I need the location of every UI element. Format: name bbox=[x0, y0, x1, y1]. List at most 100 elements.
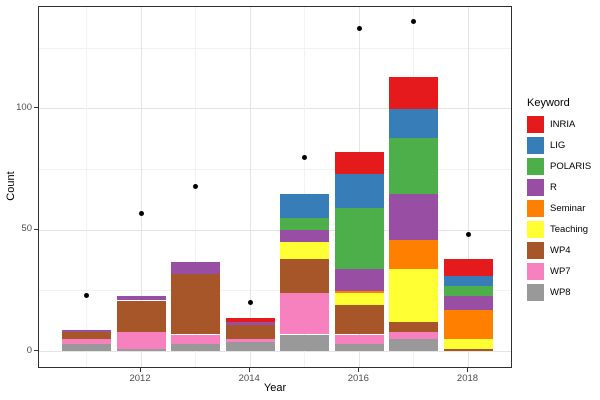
legend-item-teaching: Teaching bbox=[527, 221, 599, 238]
gridline-major-horizontal bbox=[39, 229, 511, 231]
bar-segment-r-2018 bbox=[443, 295, 493, 311]
bar-segment-inria-2017 bbox=[389, 77, 439, 109]
legend-swatch-wp4-icon bbox=[527, 242, 544, 259]
bar-segment-seminar-2018 bbox=[443, 310, 493, 340]
bar-segment-wp8-2011 bbox=[62, 344, 111, 352]
x-tick-mark bbox=[357, 368, 359, 372]
bar-segment-teaching-2015 bbox=[280, 242, 330, 260]
legend-label: WP7 bbox=[550, 266, 571, 277]
bar-segment-teaching-2016 bbox=[334, 293, 384, 306]
gridline-minor-vertical bbox=[304, 7, 306, 367]
x-tick-label: 2012 bbox=[129, 373, 151, 384]
legend-swatch-seminar-icon bbox=[527, 200, 544, 217]
legend-swatch-lig-icon bbox=[527, 137, 544, 154]
bar-segment-wp8-2012 bbox=[116, 349, 166, 352]
bar-segment-wp4-2015 bbox=[280, 259, 330, 294]
legend-item-seminar: Seminar bbox=[527, 200, 599, 217]
bar-segment-wp4-2013 bbox=[171, 273, 221, 335]
bar-segment-wp8-2017 bbox=[389, 339, 439, 352]
bar-segment-polaris-2015 bbox=[280, 217, 330, 231]
bar-segment-inria-2016 bbox=[334, 152, 384, 175]
legend-title: Keyword bbox=[527, 97, 570, 109]
bar-segment-r-2011 bbox=[62, 329, 111, 333]
gridline-major-horizontal bbox=[39, 351, 511, 352]
legend-item-wp8: WP8 bbox=[527, 284, 599, 301]
legend-label: LIG bbox=[550, 140, 566, 151]
bar-segment-wp4-2017 bbox=[389, 322, 439, 333]
legend-swatch-wp7-icon bbox=[527, 263, 544, 280]
legend-swatch-teaching-icon bbox=[527, 221, 544, 238]
gridline-minor-horizontal bbox=[39, 290, 511, 292]
bar-segment-wp7-2016 bbox=[334, 334, 384, 345]
gridline-major-vertical bbox=[467, 7, 469, 367]
gridline-major-vertical bbox=[140, 7, 142, 367]
bar-segment-wp4-2016 bbox=[334, 305, 384, 335]
data-point-2016 bbox=[356, 26, 362, 32]
bar-segment-lig-2017 bbox=[389, 108, 439, 138]
x-tick-mark bbox=[466, 368, 468, 372]
legend-item-r: R bbox=[527, 179, 599, 196]
gridline-major-vertical bbox=[249, 7, 251, 367]
legend-items: INRIA LIG POLARIS R Seminar Teaching WP4 WP7 WP8 bbox=[527, 116, 599, 301]
legend-label: R bbox=[550, 182, 557, 193]
bar-segment-polaris-2016 bbox=[334, 208, 384, 269]
data-point-2011 bbox=[84, 293, 89, 299]
legend-label: POLARIS bbox=[550, 161, 592, 172]
bar-segment-wp8-2016 bbox=[334, 344, 384, 352]
bar-segment-r-2014 bbox=[225, 322, 275, 325]
bar-segment-lig-2016 bbox=[334, 174, 384, 209]
bar-segment-seminar-2016 bbox=[334, 290, 384, 294]
data-point-2017 bbox=[411, 18, 417, 24]
gridline-minor-vertical bbox=[86, 7, 87, 367]
y-tick-label: 0 bbox=[26, 344, 32, 356]
x-axis-title: Year bbox=[263, 382, 287, 394]
legend-label: WP8 bbox=[550, 287, 571, 298]
legend-item-polaris: POLARIS bbox=[527, 158, 599, 175]
bar-segment-polaris-2017 bbox=[389, 137, 439, 194]
bar-segment-wp7-2014 bbox=[225, 339, 275, 342]
legend-item-inria: INRIA bbox=[527, 116, 599, 133]
legend-swatch-polaris-icon bbox=[527, 158, 544, 175]
legend-swatch-r-icon bbox=[527, 179, 544, 196]
bar-segment-r-2012 bbox=[116, 295, 166, 301]
bar-segment-wp4-2014 bbox=[225, 324, 275, 340]
bar-segment-inria-2014 bbox=[225, 317, 275, 323]
bar-segment-r-2015 bbox=[280, 230, 330, 243]
data-point-2018 bbox=[465, 232, 471, 238]
legend-label: Seminar bbox=[550, 203, 586, 214]
bar-segment-teaching-2018 bbox=[443, 339, 493, 350]
bar-segment-r-2016 bbox=[334, 268, 384, 291]
bar-segment-inria-2018 bbox=[443, 259, 493, 277]
y-tick-label: 100 bbox=[16, 101, 32, 113]
bar-segment-wp7-2012 bbox=[116, 332, 166, 350]
bar-segment-lig-2015 bbox=[280, 193, 330, 218]
plot-panel bbox=[38, 6, 512, 368]
x-tick-label: 2018 bbox=[456, 373, 479, 384]
bar-segment-r-2017 bbox=[389, 193, 439, 240]
bar-segment-wp4-2011 bbox=[62, 332, 111, 340]
legend-swatch-inria-icon bbox=[527, 116, 544, 133]
bar-segment-wp7-2013 bbox=[171, 334, 221, 345]
y-axis-title: Count bbox=[5, 171, 17, 201]
data-point-2013 bbox=[193, 183, 199, 189]
bar-segment-wp7-2015 bbox=[280, 293, 330, 335]
data-point-2012 bbox=[138, 210, 144, 216]
legend-label: Teaching bbox=[550, 224, 589, 235]
bar-segment-wp8-2014 bbox=[225, 341, 275, 352]
legend-label: INRIA bbox=[550, 119, 576, 130]
legend-item-lig: LIG bbox=[527, 137, 599, 154]
data-point-2015 bbox=[302, 154, 308, 160]
bar-segment-seminar-2017 bbox=[389, 239, 439, 269]
bar-segment-teaching-2017 bbox=[389, 268, 439, 323]
gridline-minor-horizontal bbox=[39, 47, 511, 49]
bar-segment-r-2013 bbox=[171, 261, 221, 274]
legend-item-wp4: WP4 bbox=[527, 242, 599, 259]
gridline-minor-horizontal bbox=[39, 168, 511, 170]
bar-segment-wp7-2011 bbox=[62, 339, 111, 345]
bar-segment-lig-2018 bbox=[443, 276, 493, 286]
bar-segment-wp8-2015 bbox=[280, 334, 330, 352]
legend: Keyword INRIA LIG POLARIS R Seminar Teaching W… bbox=[527, 97, 599, 305]
legend-label: WP4 bbox=[550, 245, 571, 256]
x-tick-mark bbox=[248, 368, 250, 372]
